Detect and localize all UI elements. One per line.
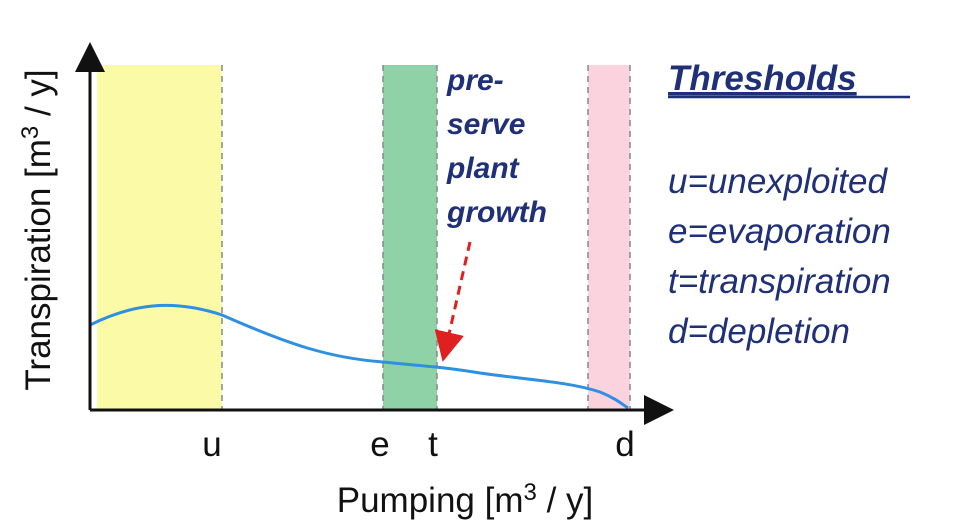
threshold-label: d	[615, 425, 634, 464]
legend-title: Thresholds	[668, 59, 857, 98]
annotation-arrow	[434, 241, 472, 362]
threshold-label: e	[370, 425, 389, 464]
threshold-label: t	[428, 425, 438, 464]
band-d	[588, 65, 630, 410]
transpiration-curve	[89, 303, 629, 410]
legend-item: t=transpiration	[668, 262, 891, 301]
annotation-line: plant	[446, 152, 521, 185]
band-u	[97, 65, 222, 410]
legend-item: e=evaporation	[668, 212, 891, 251]
band-e-t	[383, 65, 437, 410]
x-axis-label: Pumping [m3 / y]	[337, 479, 594, 520]
annotation-line: serve	[447, 108, 525, 141]
y-axis-label: Transpiration [m3 / y]	[17, 69, 58, 390]
legend-item: u=unexploited	[668, 162, 888, 201]
legend-item: d=depletion	[668, 312, 850, 351]
annotation-line: growth	[446, 196, 547, 229]
threshold-label: u	[202, 425, 221, 464]
annotation-line: pre-	[446, 64, 504, 97]
